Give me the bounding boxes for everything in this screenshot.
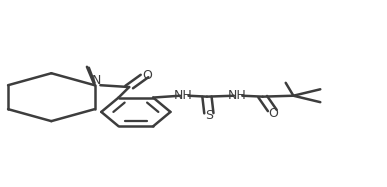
Text: NH: NH <box>228 89 246 102</box>
Text: NH: NH <box>173 89 192 102</box>
Text: N: N <box>92 74 101 87</box>
Text: O: O <box>269 107 278 120</box>
Text: S: S <box>205 109 213 122</box>
Text: O: O <box>143 69 152 82</box>
